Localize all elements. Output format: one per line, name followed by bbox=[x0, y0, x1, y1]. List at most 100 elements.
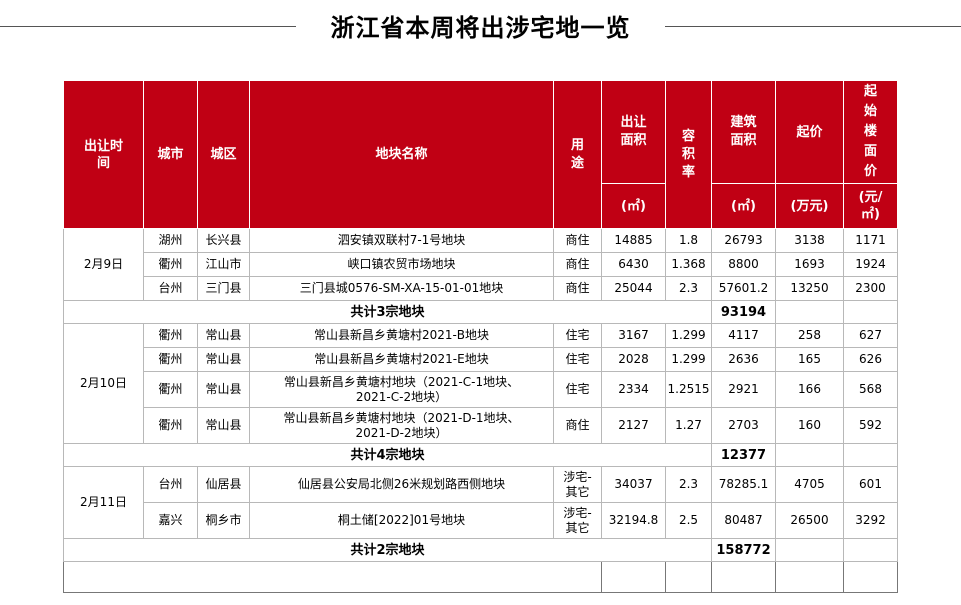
use-line: 涉宅- bbox=[563, 469, 592, 484]
district-cell: 常山县 bbox=[197, 323, 250, 348]
header-price-unit: (万元) bbox=[775, 183, 844, 229]
plot-name-cell: 常山县新昌乡黄塘村2021-E地块 bbox=[249, 347, 554, 372]
total-price: 50035 bbox=[775, 561, 844, 593]
plot-name-line: 常山县新昌乡黄塘村地块（2021-C-1地块、 bbox=[283, 374, 520, 389]
plot-name-cell: 三门县城0576-SM-XA-15-01-01地块 bbox=[249, 276, 554, 301]
table-row: 嘉兴 桐乡市 桐土储[2022]01号地块 涉宅- 其它 32194.8 2.5… bbox=[64, 502, 898, 539]
build-cell: 80487 bbox=[711, 502, 776, 539]
district-cell: 江山市 bbox=[197, 252, 250, 277]
subtotal-empty bbox=[843, 443, 898, 467]
city-cell: 衢州 bbox=[143, 347, 198, 372]
header-build-unit: (㎡) bbox=[711, 183, 776, 229]
table-row: 衢州 常山县 常山县新昌乡黄塘村地块（2021-D-1地块、 2021-D-2地… bbox=[64, 407, 898, 444]
floor-price-cell: 1924 bbox=[843, 252, 898, 277]
city-cell: 湖州 bbox=[143, 228, 198, 253]
price-cell: 258 bbox=[775, 323, 844, 348]
area-cell: 6430 bbox=[601, 252, 666, 277]
use-line: 涉宅- bbox=[563, 505, 592, 520]
header-city: 城市 bbox=[143, 80, 198, 229]
date-cell: 2月9日 bbox=[63, 228, 144, 301]
header-floor: 起始楼面价 bbox=[843, 80, 898, 184]
floor-price-cell: 627 bbox=[843, 323, 898, 348]
district-cell: 桐乡市 bbox=[197, 502, 250, 539]
price-cell: 4705 bbox=[775, 466, 844, 503]
district-cell: 常山县 bbox=[197, 407, 250, 444]
subtotal-build: 93194 bbox=[711, 300, 776, 324]
floor-price-cell: 626 bbox=[843, 347, 898, 372]
area-cell: 2334 bbox=[601, 371, 666, 408]
title-divider-right bbox=[665, 26, 961, 27]
total-row: 合计9宗地块 122246 264343 50035 bbox=[63, 561, 898, 593]
plot-name-cell: 泗安镇双联村7-1号地块 bbox=[249, 228, 554, 253]
subtotal-row: 共计2宗地块 158772 bbox=[63, 538, 898, 562]
far-cell: 1.27 bbox=[665, 407, 712, 444]
title-bar: 浙江省本周将出涉宅地一览 bbox=[0, 0, 961, 52]
use-cell: 商住 bbox=[553, 252, 602, 277]
floor-price-cell: 1171 bbox=[843, 228, 898, 253]
subtotal-empty bbox=[775, 538, 844, 562]
table-row: 台州 三门县 三门县城0576-SM-XA-15-01-01地块 商住 2504… bbox=[64, 276, 898, 301]
plot-name-cell: 常山县新昌乡黄塘村地块（2021-D-1地块、 2021-D-2地块） bbox=[249, 407, 554, 444]
far-cell: 1.368 bbox=[665, 252, 712, 277]
floor-price-cell: 568 bbox=[843, 371, 898, 408]
area-cell: 32194.8 bbox=[601, 502, 666, 539]
table-row: 衢州 常山县 常山县新昌乡黄塘村2021-E地块 住宅 2028 1.299 2… bbox=[64, 347, 898, 372]
total-empty bbox=[665, 561, 712, 593]
header-price: 起价 bbox=[775, 80, 844, 184]
city-cell: 衢州 bbox=[143, 407, 198, 444]
city-cell: 嘉兴 bbox=[143, 502, 198, 539]
price-cell: 166 bbox=[775, 371, 844, 408]
city-cell: 衢州 bbox=[143, 323, 198, 348]
header-area-unit: (㎡) bbox=[601, 183, 666, 229]
price-cell: 165 bbox=[775, 347, 844, 372]
use-cell: 住宅 bbox=[553, 323, 602, 348]
subtotal-row: 共计3宗地块 93194 bbox=[63, 300, 898, 324]
district-cell: 常山县 bbox=[197, 371, 250, 408]
build-cell: 4117 bbox=[711, 323, 776, 348]
use-cell: 商住 bbox=[553, 276, 602, 301]
use-cell: 涉宅- 其它 bbox=[553, 502, 602, 539]
total-build: 264343 bbox=[711, 561, 776, 593]
plot-name-cell: 常山县新昌乡黄塘村2021-B地块 bbox=[249, 323, 554, 348]
plot-name-cell: 桐土储[2022]01号地块 bbox=[249, 502, 554, 539]
area-cell: 14885 bbox=[601, 228, 666, 253]
build-cell: 78285.1 bbox=[711, 466, 776, 503]
build-cell: 57601.2 bbox=[711, 276, 776, 301]
page-title: 浙江省本周将出涉宅地一览 bbox=[330, 14, 631, 42]
header-floor-unit: (元/㎡) bbox=[843, 183, 898, 229]
plot-name-line: 2021-D-2地块） bbox=[355, 425, 448, 440]
area-cell: 25044 bbox=[601, 276, 666, 301]
header-use: 用途 bbox=[553, 80, 602, 229]
area-cell: 34037 bbox=[601, 466, 666, 503]
subtotal-build: 158772 bbox=[711, 538, 776, 562]
plot-name-line: 2021-C-2地块） bbox=[355, 389, 448, 404]
plot-name-cell: 仙居县公安局北侧26米规划路西侧地块 bbox=[249, 466, 554, 503]
far-cell: 1.8 bbox=[665, 228, 712, 253]
use-line: 其它 bbox=[565, 484, 590, 499]
floor-price-cell: 601 bbox=[843, 466, 898, 503]
use-cell: 住宅 bbox=[553, 371, 602, 408]
far-cell: 2.3 bbox=[665, 276, 712, 301]
price-cell: 3138 bbox=[775, 228, 844, 253]
table-row: 衢州 常山县 常山县新昌乡黄塘村地块（2021-C-1地块、 2021-C-2地… bbox=[64, 371, 898, 408]
far-cell: 2.5 bbox=[665, 502, 712, 539]
district-cell: 长兴县 bbox=[197, 228, 250, 253]
header-area: 出让面积 bbox=[601, 80, 666, 184]
date-cell: 2月10日 bbox=[63, 323, 144, 444]
date-cell: 2月11日 bbox=[63, 466, 144, 539]
total-empty bbox=[843, 561, 898, 593]
subtotal-label: 共计3宗地块 bbox=[63, 300, 712, 324]
title-divider-left bbox=[0, 26, 296, 27]
land-table: 出让时间 城市 城区 地块名称 用途 出让面积 容积率 建筑面积 起价 起始楼面… bbox=[63, 80, 898, 593]
subtotal-label: 共计4宗地块 bbox=[63, 443, 712, 467]
use-line: 其它 bbox=[565, 520, 590, 535]
subtotal-empty bbox=[775, 443, 844, 467]
subtotal-empty bbox=[775, 300, 844, 324]
header-plot: 地块名称 bbox=[249, 80, 554, 229]
city-cell: 衢州 bbox=[143, 252, 198, 277]
subtotal-build: 12377 bbox=[711, 443, 776, 467]
subtotal-empty bbox=[843, 300, 898, 324]
floor-price-cell: 2300 bbox=[843, 276, 898, 301]
far-cell: 2.3 bbox=[665, 466, 712, 503]
total-label: 合计9宗地块 bbox=[63, 561, 602, 593]
